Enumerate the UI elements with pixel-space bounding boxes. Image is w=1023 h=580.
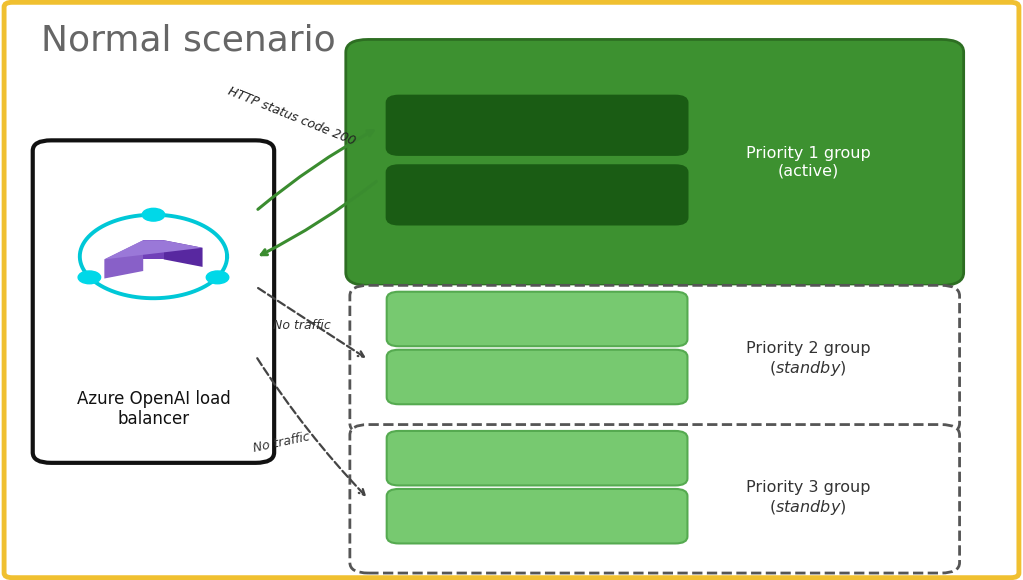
FancyBboxPatch shape	[387, 350, 687, 404]
FancyBboxPatch shape	[350, 285, 960, 434]
Polygon shape	[143, 240, 164, 259]
Polygon shape	[104, 240, 203, 259]
Text: HTTP status code 200: HTTP status code 200	[226, 85, 357, 148]
Text: OpenAI endpoint 3: OpenAI endpoint 3	[459, 311, 615, 327]
Text: Priority 2 group
($\it{standby}$): Priority 2 group ($\it{standby}$)	[746, 341, 871, 378]
Text: Azure OpenAI load
balancer: Azure OpenAI load balancer	[77, 390, 230, 428]
FancyBboxPatch shape	[33, 140, 274, 463]
Polygon shape	[104, 240, 143, 278]
Circle shape	[207, 271, 229, 284]
Text: OpenAI endpoint 5: OpenAI endpoint 5	[459, 451, 615, 466]
FancyBboxPatch shape	[350, 425, 960, 573]
Text: OpenAI endpoint 6: OpenAI endpoint 6	[459, 509, 615, 524]
Text: Priority 3 group
($\it{standby}$): Priority 3 group ($\it{standby}$)	[746, 480, 871, 517]
FancyBboxPatch shape	[4, 2, 1019, 578]
Circle shape	[142, 208, 165, 221]
FancyBboxPatch shape	[387, 292, 687, 346]
Text: OpenAI endpoint 4: OpenAI endpoint 4	[459, 369, 615, 385]
Text: OpenAI endpoint 1: OpenAI endpoint 1	[459, 118, 615, 133]
Text: OpenAI endpoint 2: OpenAI endpoint 2	[459, 187, 615, 202]
Text: No traffic: No traffic	[252, 430, 311, 455]
Text: No traffic: No traffic	[273, 320, 330, 332]
FancyBboxPatch shape	[387, 431, 687, 485]
Text: Normal scenario: Normal scenario	[41, 23, 336, 57]
FancyBboxPatch shape	[387, 489, 687, 543]
Circle shape	[78, 271, 100, 284]
FancyBboxPatch shape	[346, 39, 964, 285]
Text: Priority 1 group
(active): Priority 1 group (active)	[746, 146, 871, 179]
FancyBboxPatch shape	[387, 96, 687, 155]
FancyBboxPatch shape	[387, 165, 687, 224]
Polygon shape	[164, 240, 203, 267]
